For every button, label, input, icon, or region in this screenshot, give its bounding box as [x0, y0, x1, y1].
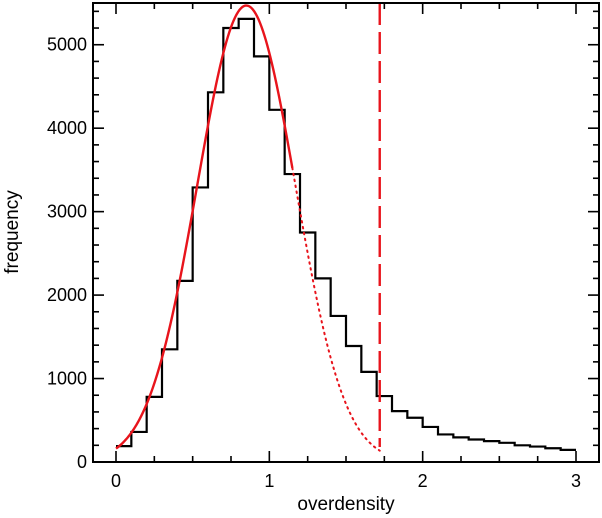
y-tick-label: 1000	[47, 369, 87, 389]
fit-layer	[115, 3, 381, 452]
x-tick-label: 1	[264, 471, 274, 491]
x-tick-label: 3	[571, 471, 581, 491]
gaussian-fit-curve	[115, 4, 294, 450]
plot-frame	[92, 2, 600, 463]
y-tick-label: 3000	[47, 202, 87, 222]
histogram-step-line	[116, 17, 576, 451]
y-tick-label: 0	[77, 452, 87, 472]
y-axis-label: frequency	[2, 190, 23, 274]
x-tick-label: 0	[111, 471, 121, 491]
y-tick-label: 5000	[47, 35, 87, 55]
histogram-layer	[116, 17, 576, 451]
y-tick-label: 2000	[47, 285, 87, 305]
y-tick-label: 4000	[47, 118, 87, 138]
gaussian-fit-extrapolation-dotted	[291, 166, 381, 452]
x-axis-label: overdensity	[297, 494, 395, 515]
ticks-layer	[93, 3, 599, 463]
x-tick-label: 2	[418, 471, 428, 491]
tick-labels-layer: 0 1 2 3 0 1000 2000 3000 4000 5000	[47, 35, 581, 491]
